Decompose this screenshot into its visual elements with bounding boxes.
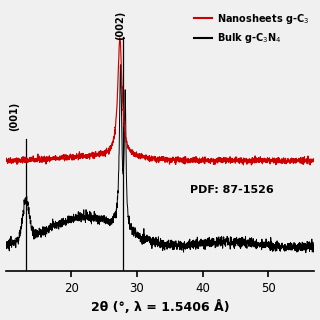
Text: (002): (002) xyxy=(115,11,125,40)
Legend: Nanosheets g-C$_3$, Bulk g-C$_3$N$_4$: Nanosheets g-C$_3$, Bulk g-C$_3$N$_4$ xyxy=(190,8,313,49)
Text: PDF: 87-1526: PDF: 87-1526 xyxy=(189,185,273,195)
X-axis label: 2θ (°, λ = 1.5406 Å): 2θ (°, λ = 1.5406 Å) xyxy=(91,300,229,315)
Text: (001): (001) xyxy=(9,102,19,131)
